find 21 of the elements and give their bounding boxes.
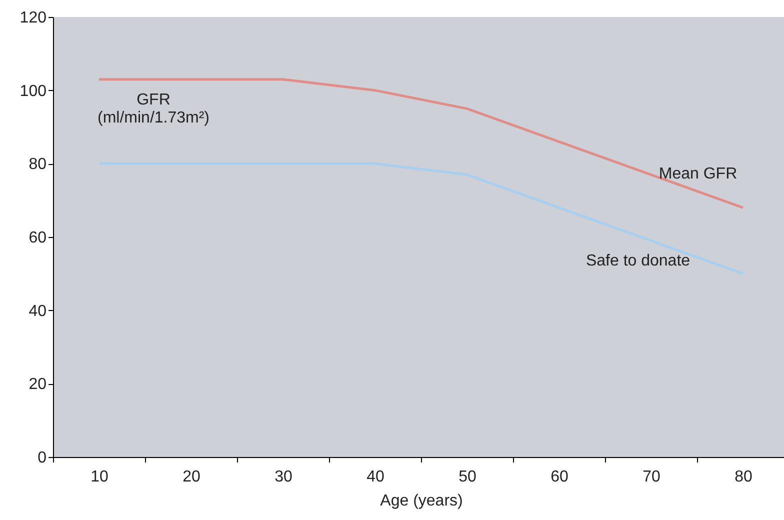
- y-tick-label: 100: [20, 82, 47, 100]
- x-tick-label: 40: [366, 468, 384, 486]
- x-tick-label: 60: [550, 468, 568, 486]
- y-tick-label: 60: [28, 230, 47, 246]
- y-axis-title: GFR (ml/min/1.73m²): [97, 92, 210, 126]
- series-label: Mean GFR: [658, 166, 738, 183]
- x-tick-label: 50: [458, 468, 476, 486]
- x-tick-label: 80: [734, 468, 752, 486]
- x-tick-label: 20: [182, 468, 200, 486]
- line-series: [98, 78, 744, 209]
- y-tick-label: 40: [28, 302, 47, 320]
- y-tick-label: 0: [38, 450, 47, 466]
- x-axis-title: Age (years): [380, 492, 463, 510]
- y-tick-label: 120: [20, 10, 47, 26]
- series-label: Safe to donate: [586, 252, 690, 270]
- x-tick-label: 10: [90, 468, 108, 486]
- y-tick-label: 80: [28, 156, 47, 174]
- x-tick-label: 70: [642, 468, 660, 486]
- y-tick-label: 20: [28, 376, 47, 394]
- line-series: [98, 162, 744, 275]
- x-tick-label: 30: [274, 468, 292, 486]
